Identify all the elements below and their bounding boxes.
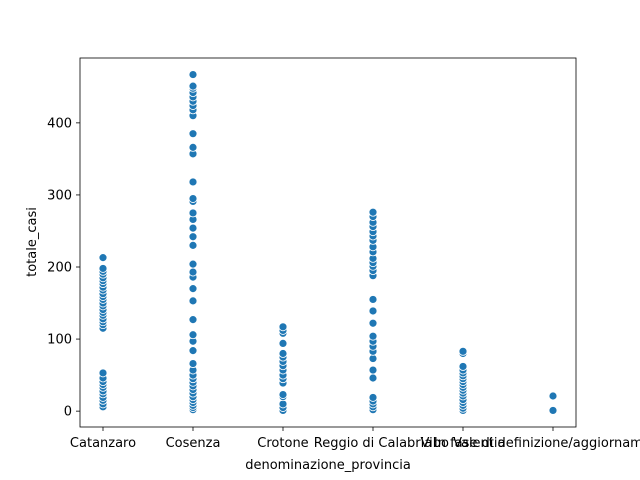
data-point (278, 390, 288, 399)
y-tick-label: 100 (47, 333, 72, 348)
data-point (188, 194, 198, 203)
x-tick-label: Crotone (257, 436, 308, 451)
data-point (188, 284, 198, 294)
data-point (368, 354, 378, 363)
data-point (458, 362, 468, 371)
y-axis-ticks: 0 100 200 300 400 (47, 116, 80, 420)
y-axis-label: totale_casi (25, 207, 40, 277)
data-point (368, 207, 378, 217)
data-point (188, 240, 198, 250)
data-point (188, 232, 198, 242)
data-point (188, 267, 198, 277)
data-point (368, 306, 378, 316)
data-point (368, 373, 378, 383)
y-tick-label: 200 (47, 261, 72, 276)
data-point (188, 208, 198, 218)
data-point (368, 331, 378, 341)
data-point (188, 315, 198, 325)
data-point (98, 264, 108, 273)
data-point (278, 338, 288, 348)
data-point (278, 322, 288, 332)
data-point (98, 368, 108, 378)
x-tick-label: Vibo Valentia (421, 436, 506, 451)
data-point (98, 253, 108, 263)
data-point (548, 391, 558, 401)
x-axis-label: denominazione_provincia (245, 458, 411, 473)
y-tick-label: 0 (64, 405, 72, 420)
x-tick-label: In fase di definizione/aggiornamento (434, 436, 640, 451)
data-points (98, 70, 558, 415)
data-point (368, 393, 378, 402)
data-point (368, 318, 378, 328)
x-tick-label: Catanzaro (70, 436, 136, 451)
data-point (368, 295, 378, 304)
data-point (458, 346, 468, 356)
data-point (188, 330, 198, 340)
data-point (188, 129, 198, 139)
data-point (188, 296, 198, 306)
data-point (278, 349, 288, 358)
y-tick-label: 300 (47, 188, 72, 203)
data-point (188, 81, 198, 91)
data-point (368, 365, 378, 375)
x-axis-ticks: Catanzaro Cosenza Crotone Reggio di Calabri… (70, 427, 640, 451)
x-tick-label: Reggio di Calabria (314, 436, 432, 451)
y-tick-label: 400 (47, 116, 72, 131)
data-point (188, 70, 198, 79)
data-point (188, 359, 198, 368)
data-point (548, 406, 558, 415)
data-point (188, 346, 198, 356)
x-tick-label: Cosenza (166, 436, 221, 451)
axes-frame (79, 57, 577, 428)
data-point (188, 259, 198, 269)
data-point (188, 177, 198, 187)
data-point (188, 223, 198, 233)
data-point (278, 399, 288, 409)
data-point (188, 142, 198, 152)
